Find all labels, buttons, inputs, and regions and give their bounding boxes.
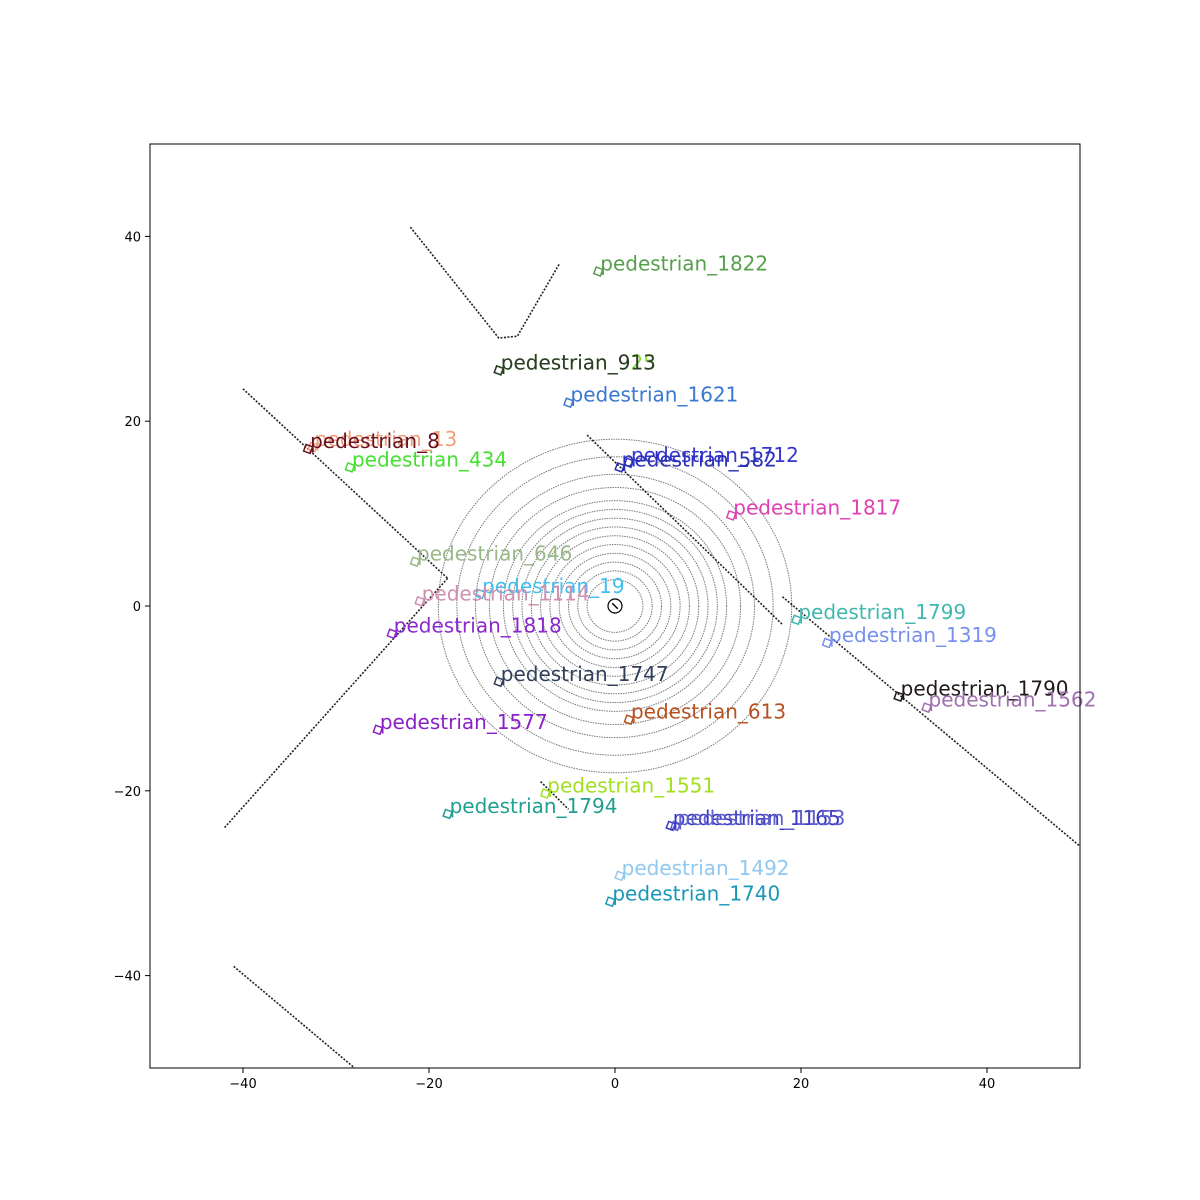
- lidar-ring: [530, 526, 700, 686]
- object-label: pedestrian_434: [352, 447, 507, 471]
- lidar-ring: [577, 570, 653, 642]
- object-label: pedestrian_1790: [901, 677, 1069, 701]
- x-tick-label: 0: [611, 1077, 619, 1092]
- object-label: pedestrian_582: [622, 447, 777, 471]
- object-label: pedestrian_1799: [798, 600, 966, 624]
- object-box: [414, 595, 426, 607]
- ego-circle: [607, 598, 623, 614]
- object-label: pedestrian_1712: [631, 443, 799, 467]
- object-label: pedestrian_1621: [571, 383, 739, 407]
- object-box: [344, 461, 356, 473]
- object-box: [386, 628, 398, 640]
- object-box: [302, 443, 314, 455]
- object-box: [921, 702, 932, 714]
- object-label: pedestrian_13: [315, 427, 457, 451]
- structure-line: [242, 388, 449, 579]
- object-box: [614, 461, 626, 473]
- ego-vehicle-marker: [607, 598, 623, 614]
- lidar-ring: [488, 486, 742, 726]
- structure-line: [409, 226, 560, 339]
- object-box: [893, 691, 905, 702]
- object-box: [623, 714, 635, 726]
- y-tick-label: −20: [114, 785, 141, 800]
- object-label: pedestrian_913: [501, 350, 656, 374]
- object-box: [665, 820, 677, 832]
- object-label: pedestrian_1319: [829, 623, 997, 647]
- object-label: pedestrian_613: [631, 700, 786, 724]
- x-tick-label: −20: [415, 1077, 442, 1092]
- y-tick-label: −40: [114, 970, 141, 985]
- object-label: pedestrian_1794: [450, 794, 618, 818]
- object-box: [670, 820, 681, 832]
- object-label: pedestrian_1114: [422, 581, 590, 605]
- ego-heading: [611, 602, 619, 610]
- lidar-ring: [475, 473, 755, 739]
- object-label: pedestrian_1822: [600, 252, 768, 276]
- y-axis-ticks: −40 −20 0 20 40: [114, 230, 150, 985]
- object-box: [614, 870, 626, 882]
- object-label: pedestrian_1577: [380, 710, 548, 734]
- object-box: [493, 364, 505, 376]
- lidar-ring: [558, 552, 672, 660]
- object-label: pedestrian_1747: [501, 662, 669, 686]
- object-box: [604, 896, 616, 908]
- object-label: pedestrian_1562: [929, 688, 1097, 712]
- structure-line: [781, 596, 1081, 847]
- x-axis-ticks: −40 −20 0 20 40: [229, 1068, 995, 1092]
- object-box: [474, 588, 486, 600]
- lidar-ring: [540, 535, 690, 677]
- object-label: pedestrian_1740: [612, 882, 780, 906]
- object-box: [790, 614, 802, 626]
- object-label: pedestrian_1153: [677, 806, 845, 830]
- lidar-ring: [512, 508, 718, 704]
- object-box: [821, 637, 833, 649]
- y-tick-label: 40: [124, 230, 141, 245]
- object-box: [623, 457, 635, 469]
- object-box: [592, 266, 604, 277]
- object-label: pedestrian_1492: [622, 856, 790, 880]
- object-label: pedestrian_8: [310, 429, 440, 453]
- lidar-ring: [456, 456, 774, 756]
- structure-line: [233, 965, 356, 1069]
- object-box: [409, 556, 421, 568]
- lidar-ring: [568, 561, 662, 651]
- y-tick-label: 0: [133, 600, 141, 615]
- object-box: [372, 724, 384, 736]
- object-label: pedestrian_19: [482, 574, 624, 598]
- lidar-structures: [223, 226, 1081, 1069]
- object-label: pedestrian_1551: [547, 774, 715, 798]
- object-label: pedestrian_1165: [673, 806, 841, 830]
- y-tick-label: 20: [124, 415, 141, 430]
- object-box: [725, 510, 737, 521]
- object-label: pedestrian_1817: [733, 495, 901, 519]
- object-labels: pedestrian_1822pedestrian_925pedestrian_…: [310, 252, 1096, 906]
- lidar-ring: [521, 517, 709, 695]
- lidar-ring: [549, 544, 681, 668]
- x-tick-label: 20: [793, 1077, 810, 1092]
- object-box: [493, 676, 505, 688]
- object-markers: [302, 266, 932, 908]
- lidar-rings: [437, 438, 793, 774]
- object-box: [539, 788, 551, 800]
- x-tick-label: −40: [229, 1077, 256, 1092]
- object-box: [563, 397, 574, 409]
- object-label: pedestrian_1818: [394, 614, 562, 638]
- x-tick-label: 40: [979, 1077, 996, 1092]
- lidar-ring: [502, 500, 728, 712]
- object-box: [442, 808, 454, 820]
- object-label: pedestrian_925: [501, 350, 656, 374]
- lidar-ring: [437, 438, 793, 774]
- object-label: pedestrian_646: [417, 542, 572, 566]
- structure-line: [540, 780, 570, 810]
